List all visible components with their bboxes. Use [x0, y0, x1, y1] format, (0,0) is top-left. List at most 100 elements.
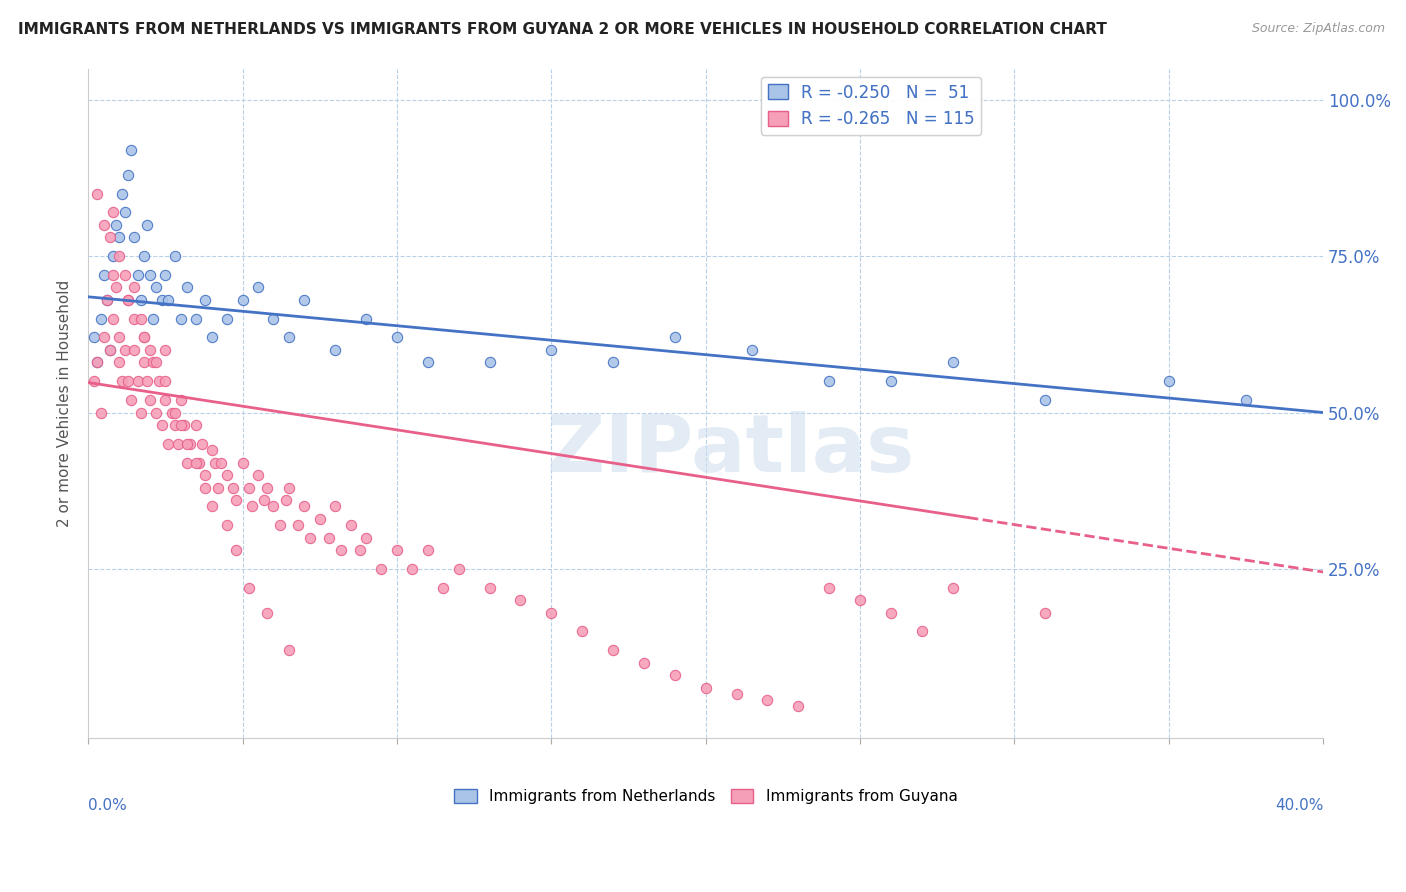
- Point: [163, 405, 186, 419]
- Point: [163, 249, 186, 263]
- Point: [540, 343, 562, 357]
- Point: [262, 311, 284, 326]
- Text: ZIPatlas: ZIPatlas: [546, 411, 914, 489]
- Point: [1033, 606, 1056, 620]
- Text: IMMIGRANTS FROM NETHERLANDS VS IMMIGRANTS FROM GUYANA 2 OR MORE VEHICLES IN HOUS: IMMIGRANTS FROM NETHERLANDS VS IMMIGRANT…: [18, 22, 1107, 37]
- Point: [98, 343, 121, 357]
- Point: [191, 437, 214, 451]
- Point: [269, 518, 291, 533]
- Point: [148, 374, 170, 388]
- Point: [602, 643, 624, 657]
- Point: [318, 531, 340, 545]
- Point: [1157, 374, 1180, 388]
- Point: [120, 392, 142, 407]
- Point: [238, 481, 260, 495]
- Point: [385, 330, 408, 344]
- Point: [108, 230, 131, 244]
- Point: [135, 374, 157, 388]
- Point: [104, 218, 127, 232]
- Point: [93, 330, 115, 344]
- Point: [274, 493, 297, 508]
- Point: [222, 481, 245, 495]
- Point: [98, 343, 121, 357]
- Point: [155, 392, 177, 407]
- Point: [150, 417, 173, 432]
- Point: [432, 581, 454, 595]
- Point: [135, 218, 157, 232]
- Point: [145, 280, 167, 294]
- Point: [108, 330, 131, 344]
- Point: [277, 481, 299, 495]
- Point: [163, 417, 186, 432]
- Point: [160, 405, 183, 419]
- Point: [1033, 392, 1056, 407]
- Point: [176, 280, 198, 294]
- Point: [101, 311, 124, 326]
- Point: [246, 468, 269, 483]
- Point: [101, 205, 124, 219]
- Point: [186, 456, 208, 470]
- Point: [86, 355, 108, 369]
- Point: [262, 500, 284, 514]
- Point: [114, 343, 136, 357]
- Point: [349, 543, 371, 558]
- Point: [166, 437, 188, 451]
- Point: [173, 417, 195, 432]
- Point: [292, 500, 315, 514]
- Point: [132, 355, 155, 369]
- Point: [129, 405, 152, 419]
- Point: [96, 293, 118, 307]
- Point: [155, 343, 177, 357]
- Point: [370, 562, 392, 576]
- Point: [323, 343, 346, 357]
- Point: [142, 355, 165, 369]
- Point: [155, 374, 177, 388]
- Point: [111, 374, 134, 388]
- Point: [127, 268, 149, 282]
- Point: [602, 355, 624, 369]
- Point: [89, 311, 111, 326]
- Point: [664, 330, 686, 344]
- Point: [101, 249, 124, 263]
- Point: [478, 355, 501, 369]
- Point: [124, 311, 146, 326]
- Point: [911, 624, 934, 639]
- Point: [170, 417, 193, 432]
- Point: [93, 268, 115, 282]
- Point: [942, 355, 965, 369]
- Point: [246, 280, 269, 294]
- Point: [416, 543, 439, 558]
- Point: [217, 311, 239, 326]
- Point: [339, 518, 361, 533]
- Point: [725, 687, 748, 701]
- Point: [401, 562, 423, 576]
- Point: [186, 311, 208, 326]
- Point: [231, 293, 253, 307]
- Point: [114, 268, 136, 282]
- Point: [142, 311, 165, 326]
- Text: 40.0%: 40.0%: [1275, 798, 1323, 813]
- Point: [145, 405, 167, 419]
- Point: [240, 500, 263, 514]
- Point: [186, 417, 208, 432]
- Point: [157, 437, 180, 451]
- Point: [93, 218, 115, 232]
- Point: [157, 293, 180, 307]
- Point: [194, 468, 217, 483]
- Point: [83, 330, 105, 344]
- Point: [225, 543, 247, 558]
- Point: [292, 293, 315, 307]
- Point: [145, 355, 167, 369]
- Point: [1234, 392, 1257, 407]
- Point: [201, 500, 224, 514]
- Point: [117, 374, 139, 388]
- Point: [308, 512, 330, 526]
- Point: [139, 343, 162, 357]
- Point: [330, 543, 353, 558]
- Legend: R = -0.250   N =  51, R = -0.265   N = 115: R = -0.250 N = 51, R = -0.265 N = 115: [761, 77, 981, 135]
- Point: [385, 543, 408, 558]
- Point: [132, 330, 155, 344]
- Point: [354, 311, 377, 326]
- Point: [478, 581, 501, 595]
- Point: [124, 230, 146, 244]
